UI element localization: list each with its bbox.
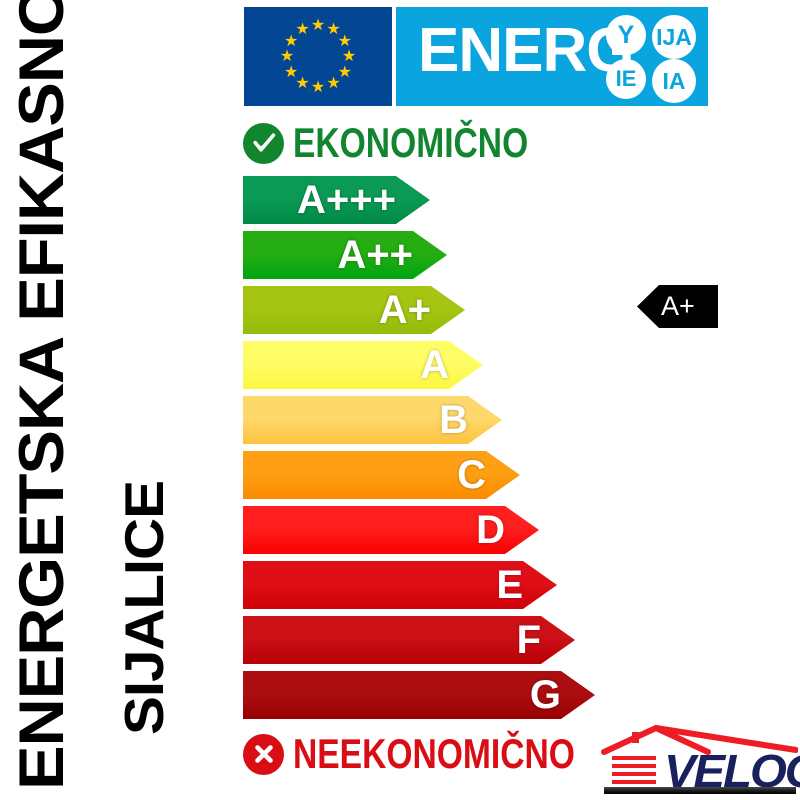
- rating-bar-label: A+: [378, 288, 431, 332]
- eu-star-icon: ★: [341, 48, 357, 65]
- suffix-circle-ie: IE: [606, 59, 646, 99]
- rating-bar-label: A: [420, 343, 449, 387]
- eu-star-icon: ★: [295, 21, 310, 39]
- eu-star-icon: ★: [326, 21, 341, 39]
- page-subtitle-vertical: SIJALICE: [113, 481, 175, 735]
- rating-bar-label: D: [476, 508, 505, 552]
- rating-bar-label: F: [516, 618, 541, 662]
- check-icon: [243, 122, 284, 164]
- rating-bar: D: [243, 506, 539, 554]
- eu-star-icon: ★: [295, 74, 310, 92]
- economic-row: EKONOMIČNO: [243, 119, 587, 167]
- rating-pointer-label: A+: [661, 291, 695, 321]
- rating-bar: C: [243, 451, 520, 499]
- rating-bar: G: [243, 671, 595, 719]
- rating-pointer: A+: [637, 285, 718, 328]
- velog-logo: VELOG: [600, 724, 800, 797]
- cross-icon: [243, 733, 284, 775]
- eu-star-icon: ★: [337, 32, 353, 50]
- rating-bar: B: [243, 396, 502, 444]
- page-title-vertical: ENERGETSKA EFIKASNOST: [7, 0, 77, 790]
- rating-bar: A: [243, 341, 483, 389]
- rating-bar-label: G: [529, 673, 561, 717]
- eu-star-icon: ★: [326, 74, 341, 92]
- rating-bar-label: A+++: [297, 178, 396, 222]
- economic-label: EKONOMIČNO: [293, 119, 529, 166]
- rating-bar: A+: [243, 286, 465, 334]
- house-roof-icon: [601, 725, 798, 784]
- uneconomic-row: NEEKONOMIČNO: [243, 730, 645, 778]
- velog-underline: [604, 787, 796, 794]
- eu-star-icon: ★: [310, 17, 326, 34]
- rating-bar: A++: [243, 231, 447, 279]
- eu-star-icon: ★: [279, 48, 295, 65]
- eu-star-icon: ★: [283, 32, 299, 50]
- suffix-circle-y: Y: [606, 15, 646, 55]
- rating-bar-label: A++: [337, 233, 413, 277]
- eu-star-icon: ★: [310, 79, 326, 96]
- rating-bar: A+++: [243, 176, 430, 224]
- rating-bar-label: E: [496, 563, 523, 607]
- eu-flag-icon: ★ ★ ★ ★ ★ ★ ★ ★ ★ ★ ★ ★: [244, 7, 392, 106]
- eu-star-icon: ★: [337, 63, 353, 81]
- suffix-circle-ia: IA: [652, 59, 696, 103]
- rating-bar-label: B: [439, 398, 468, 442]
- energ-banner: ENERG Y IJA IE IA: [396, 7, 708, 106]
- uneconomic-label: NEEKONOMIČNO: [293, 730, 575, 777]
- suffix-circle-ija: IJA: [652, 15, 696, 59]
- rating-bar-label: C: [457, 453, 486, 497]
- rating-bar: E: [243, 561, 557, 609]
- eu-star-icon: ★: [283, 63, 299, 81]
- energ-wordmark: ENERG: [418, 16, 634, 85]
- rating-bar: F: [243, 616, 575, 664]
